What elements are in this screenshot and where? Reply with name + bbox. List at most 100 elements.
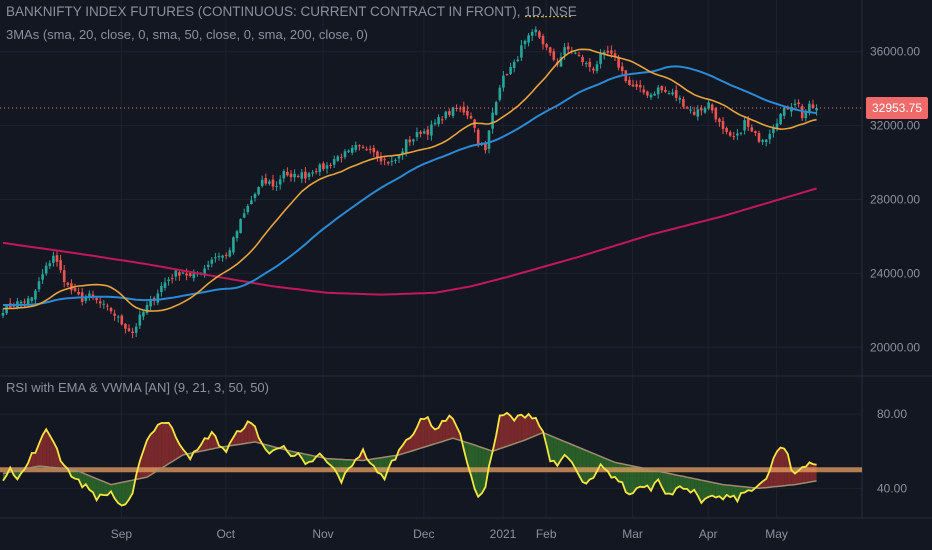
candle-down	[728, 132, 732, 136]
candle-up	[772, 128, 775, 134]
candle-up	[102, 303, 106, 305]
candle-up	[689, 109, 692, 111]
rsi-tick-label: 80.00	[877, 407, 907, 421]
candle-up	[156, 293, 160, 303]
candle-down	[383, 159, 386, 161]
rsi-fill-below	[683, 476, 687, 489]
rsi-fill-below	[715, 483, 720, 498]
rsi-fill-above	[168, 422, 173, 464]
candle-up	[332, 159, 336, 165]
rsi-fill-above	[503, 412, 507, 448]
candle-up	[808, 103, 811, 112]
rsi-fill-above	[208, 432, 212, 450]
rsi-indicator-legend[interactable]: RSI with EMA & VWMA [AN] (9, 21, 3, 50, …	[6, 380, 269, 395]
candle-down	[372, 148, 376, 153]
candle-up	[44, 265, 48, 274]
candle-up	[1, 312, 5, 316]
candle-up	[404, 139, 408, 153]
candle-up	[736, 133, 739, 136]
rsi-fill-below	[330, 458, 335, 469]
candle-up	[163, 282, 167, 288]
candle-up	[574, 52, 577, 54]
candle-down	[358, 145, 361, 147]
last-price-tag-label: 32953.75	[872, 101, 922, 115]
rsi-fill-below	[708, 481, 713, 497]
rsi-fill-below	[553, 437, 558, 466]
candle-up	[250, 200, 253, 204]
candle-up	[210, 259, 214, 264]
candle-down	[721, 121, 725, 129]
candle-up	[268, 181, 271, 184]
candle-up	[761, 140, 764, 142]
rsi-tick-label: 40.00	[877, 481, 907, 495]
candle-down	[606, 50, 610, 53]
candle-up	[433, 122, 437, 125]
candle-up	[242, 213, 246, 218]
ma-indicator-legend[interactable]: 3MAs (sma, 20, close, 0, sma, 50, close,…	[6, 27, 368, 42]
candle-down	[77, 292, 80, 295]
candle-up	[138, 314, 142, 326]
candle-up	[214, 257, 217, 259]
candle-up	[52, 255, 55, 263]
rsi-fill-above	[435, 427, 439, 444]
candle-down	[62, 270, 66, 283]
candle-up	[696, 109, 700, 117]
rsi-fill-below	[690, 477, 695, 493]
time-tick-label: May	[765, 527, 788, 541]
rsi-fill-above	[240, 428, 245, 445]
rsi-fill-above	[247, 421, 252, 444]
rsi-fill-above	[521, 414, 525, 442]
candle-up	[278, 179, 282, 185]
candle-down	[23, 301, 26, 303]
candle-up	[336, 156, 340, 161]
rsi-fill-above	[251, 423, 255, 443]
rsi-fill-below	[579, 447, 583, 482]
candle-down	[224, 254, 228, 256]
candle-down	[458, 108, 462, 110]
rsi-fill-below	[651, 469, 655, 491]
rsi-fill-above	[31, 452, 36, 468]
candle-up	[257, 187, 260, 195]
rsi-fill-below	[597, 454, 601, 472]
candle-down	[588, 61, 592, 68]
candle-down	[664, 90, 667, 92]
candle-down	[98, 301, 102, 304]
rsi-fill-above	[204, 438, 209, 451]
candle-up	[779, 113, 782, 125]
candle-down	[304, 171, 307, 179]
candle-down	[73, 288, 77, 291]
candle-up	[282, 171, 286, 179]
rsi-fill-above	[420, 418, 425, 449]
candle-down	[66, 282, 70, 286]
candle-up	[181, 272, 185, 274]
rsi-fill-below	[679, 475, 684, 489]
candle-up	[487, 130, 491, 149]
candle-up	[228, 250, 232, 257]
rsi-fill-below	[719, 483, 723, 500]
time-tick-label: Oct	[216, 527, 235, 541]
candle-up	[498, 87, 502, 100]
candle-down	[754, 131, 757, 133]
candle-up	[37, 281, 41, 290]
candle-down	[642, 89, 646, 93]
rsi-fill-above	[532, 417, 536, 438]
candle-up	[437, 117, 440, 125]
time-tick-label: 2021	[490, 527, 517, 541]
rsi-fill-above	[499, 415, 504, 449]
candle-up	[530, 31, 534, 36]
candle-up	[599, 53, 602, 64]
candle-down	[750, 127, 754, 132]
candle-up	[41, 274, 44, 280]
rsi-fill-below	[118, 482, 122, 506]
candle-up	[793, 103, 797, 106]
candle-down	[271, 179, 275, 187]
candle-down	[448, 111, 451, 115]
candle-up	[595, 64, 599, 71]
candle-down	[548, 47, 552, 53]
candle-up	[116, 316, 120, 318]
rsi-fill-above	[424, 417, 428, 448]
candle-down	[800, 106, 804, 119]
candle-down	[296, 175, 300, 177]
candle-down	[426, 129, 430, 135]
